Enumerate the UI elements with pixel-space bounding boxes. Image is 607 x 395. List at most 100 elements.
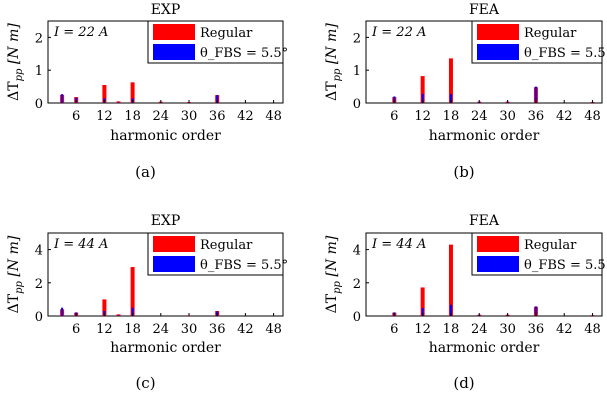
bar-regular [420, 76, 425, 103]
bar-fbs [117, 315, 120, 316]
x-tick-label: 6 [72, 109, 80, 124]
x-tick-label: 6 [390, 322, 398, 337]
legend-label: θ_FBS = 5.5° [200, 258, 288, 273]
x-tick-label: 36 [209, 322, 226, 337]
y-tick-label: 4 [353, 244, 361, 259]
x-axis-label: harmonic order [429, 128, 540, 144]
legend-label: Regular [524, 26, 577, 41]
x-tick-label: 24 [153, 322, 170, 337]
x-tick-label: 24 [153, 109, 170, 124]
x-tick-label: 30 [499, 322, 516, 337]
x-tick-label: 6 [72, 322, 80, 337]
x-tick-label: 36 [528, 322, 545, 337]
x-tick-label: 18 [124, 109, 141, 124]
chart-title: EXP [151, 213, 181, 229]
chart-title: EXP [151, 2, 181, 18]
x-tick-label: 48 [584, 109, 601, 124]
legend-label: Regular [200, 238, 253, 253]
x-axis-label: harmonic order [110, 128, 221, 144]
bar-fbs [421, 308, 424, 316]
current-annotation: I = 44 A [371, 237, 426, 252]
y-tick-label: 0 [35, 97, 43, 112]
subfigure-caption: (c) [135, 374, 155, 392]
legend-label: Regular [200, 26, 253, 41]
bar-regular [102, 299, 107, 316]
bar-fbs [449, 94, 452, 103]
legend-swatch [477, 24, 519, 40]
bar-regular [448, 58, 453, 103]
bar-regular [420, 287, 425, 316]
current-annotation: I = 22 A [371, 25, 426, 40]
y-axis-label: ΔTpp [N m] [6, 23, 25, 101]
legend-label: θ_FBS = 5.5° [200, 46, 288, 61]
bar-fbs [61, 94, 64, 103]
bar-fbs [534, 306, 537, 316]
legend-swatch [153, 256, 195, 272]
y-tick-label: 0 [353, 310, 361, 325]
bar-fbs [216, 95, 219, 103]
x-tick-label: 6 [390, 109, 398, 124]
y-tick-label: 1 [35, 64, 43, 79]
x-tick-label: 42 [237, 109, 254, 124]
subfigure-caption: (b) [453, 163, 474, 181]
x-tick-label: 24 [471, 109, 488, 124]
legend: Regular θ_FBS = 5.5° [147, 232, 288, 276]
x-tick-label: 12 [96, 109, 113, 124]
legend-swatch [153, 24, 195, 40]
legend: Regular θ_FBS = 5.5° [471, 232, 607, 276]
x-tick-label: 30 [181, 109, 198, 124]
legend-label: θ_FBS = 5.5° [524, 258, 607, 273]
bar-regular [130, 267, 135, 316]
x-tick-label: 48 [584, 322, 601, 337]
x-tick-label: 24 [471, 322, 488, 337]
legend-swatch [477, 44, 519, 60]
bar-fbs [61, 307, 64, 316]
x-tick-label: 18 [124, 322, 141, 337]
x-tick-label: 48 [265, 109, 282, 124]
x-tick-label: 30 [499, 109, 516, 124]
legend-swatch [477, 236, 519, 252]
chart-title: FEA [469, 213, 500, 229]
legend-swatch [153, 44, 195, 60]
bar-fbs [117, 102, 120, 103]
legend: Regular θ_FBS = 5.5° [147, 20, 288, 64]
y-tick-label: 4 [35, 244, 43, 259]
bar-fbs [534, 86, 537, 103]
x-tick-label: 18 [443, 322, 460, 337]
x-tick-label: 36 [209, 109, 226, 124]
chart-title: FEA [469, 2, 500, 18]
bar-regular [116, 314, 121, 316]
x-axis-label: harmonic order [110, 340, 221, 356]
current-annotation: I = 22 A [53, 25, 108, 40]
y-tick-label: 0 [35, 310, 43, 325]
legend: Regular θ_FBS = 5.5° [471, 20, 607, 64]
x-tick-label: 48 [265, 322, 282, 337]
bar-fbs [421, 93, 424, 103]
x-tick-label: 12 [414, 109, 431, 124]
subfigure-caption: (a) [135, 163, 156, 181]
y-tick-label: 2 [353, 31, 361, 46]
y-axis-label: ΔTpp [N m] [324, 23, 343, 101]
x-tick-label: 42 [556, 322, 573, 337]
bar-fbs [131, 307, 134, 316]
y-tick-label: 2 [35, 277, 43, 292]
legend-swatch [477, 256, 519, 272]
x-tick-label: 36 [528, 109, 545, 124]
y-tick-label: 0 [353, 97, 361, 112]
x-axis-label: harmonic order [429, 340, 540, 356]
y-axis-label: ΔTpp [N m] [324, 235, 343, 313]
legend-label: Regular [524, 238, 577, 253]
x-tick-label: 12 [96, 322, 113, 337]
x-tick-label: 30 [181, 322, 198, 337]
x-tick-label: 12 [414, 322, 431, 337]
bar-regular [102, 84, 107, 103]
y-tick-label: 1 [353, 64, 361, 79]
x-tick-label: 42 [556, 109, 573, 124]
bar-regular [130, 82, 135, 103]
x-tick-label: 18 [443, 109, 460, 124]
